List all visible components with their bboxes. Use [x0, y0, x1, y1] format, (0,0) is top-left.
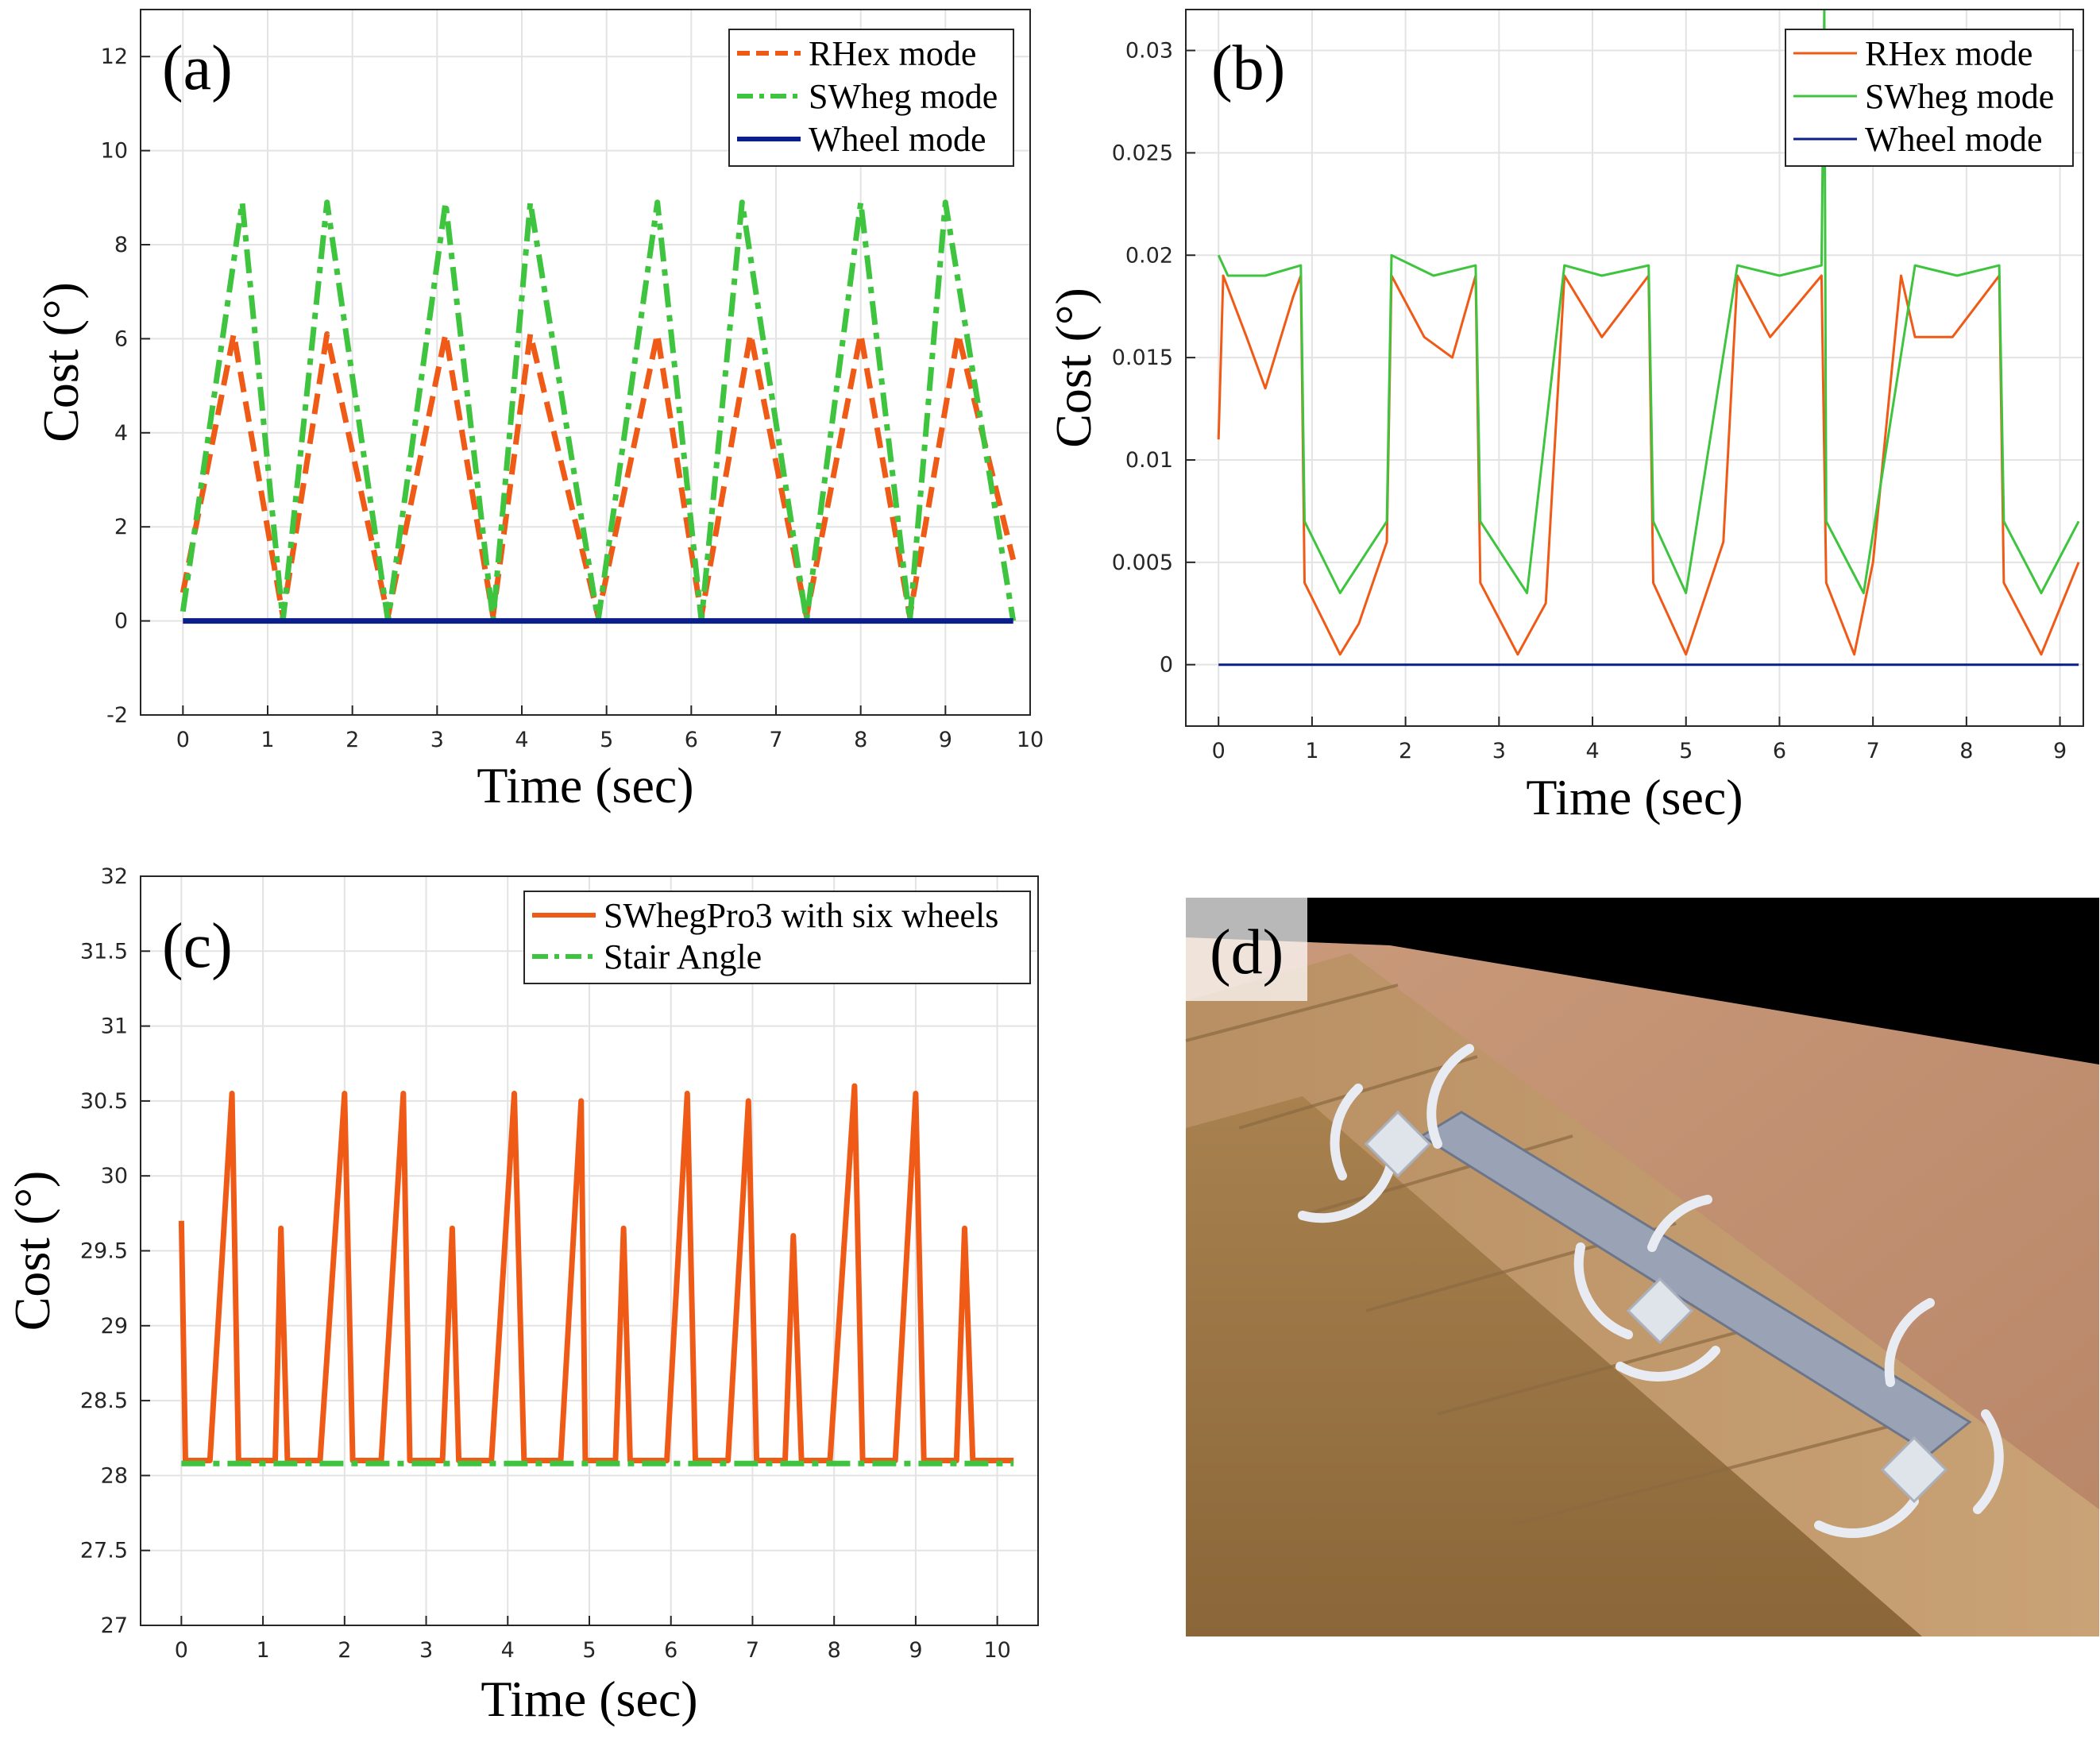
x-tick-label: 8	[828, 1638, 841, 1663]
x-tick-label: 5	[600, 728, 613, 752]
y-tick-label: 27	[101, 1613, 128, 1638]
simulation-image: (d)	[1186, 898, 2099, 1636]
x-tick-label: 5	[582, 1638, 596, 1663]
x-tick-label: 7	[1866, 739, 1880, 763]
x-tick-label: 0	[176, 728, 190, 752]
y-tick-label: 30	[101, 1164, 128, 1188]
y-tick-label: 28.5	[80, 1389, 128, 1413]
y-axis-label: Cost (°)	[1045, 288, 1102, 448]
y-tick-label: 27.5	[80, 1539, 128, 1563]
legend-label: SWheg mode	[1865, 77, 2054, 116]
x-tick-label: 4	[1585, 739, 1599, 763]
x-tick-label: 2	[1399, 739, 1412, 763]
y-tick-label: 29	[101, 1314, 128, 1339]
y-tick-label: 31	[101, 1014, 128, 1039]
panel-label: (a)	[162, 33, 233, 103]
panel-label-d: (d)	[1210, 918, 1284, 987]
x-tick-label: 3	[419, 1638, 433, 1663]
x-tick-label: 7	[746, 1638, 759, 1663]
x-axis-label: Time (sec)	[1526, 769, 1743, 825]
panel-label: (c)	[162, 911, 233, 981]
x-tick-label: 4	[515, 728, 528, 752]
x-tick-label: 0	[1212, 739, 1226, 763]
y-tick-label: 6	[114, 327, 128, 351]
x-tick-label: 10	[983, 1638, 1010, 1663]
x-tick-label: 9	[909, 1638, 922, 1663]
x-tick-label: 8	[854, 728, 867, 752]
x-tick-label: 9	[939, 728, 952, 752]
x-tick-label: 9	[2053, 739, 2067, 763]
x-tick-label: 0	[175, 1638, 188, 1663]
y-tick-label: 0.03	[1125, 39, 1173, 64]
x-axis-label: Time (sec)	[481, 1671, 697, 1727]
y-tick-label: 4	[114, 421, 128, 446]
x-tick-label: 4	[501, 1638, 515, 1663]
y-tick-label: 29.5	[80, 1239, 128, 1264]
y-tick-label: 0.025	[1112, 141, 1173, 165]
y-tick-label: 30.5	[80, 1089, 128, 1114]
x-tick-label: 3	[1492, 739, 1506, 763]
y-tick-label: 2	[114, 515, 128, 539]
x-tick-label: 8	[1959, 739, 1973, 763]
chart-b: 0 1 2 3 4 5 6 7 8 9 0 0.005 0.01 0.015 0.02 0.025 0.03 Ti…	[1045, 10, 2083, 825]
x-tick-label: 7	[769, 728, 782, 752]
x-tick-label: 1	[1305, 739, 1318, 763]
y-tick-label: 31.5	[80, 939, 128, 964]
y-axis-label: Cost (°)	[33, 282, 89, 442]
y-tick-label: 0.02	[1125, 243, 1173, 268]
x-tick-label: 6	[664, 1638, 677, 1663]
x-tick-label: 2	[345, 728, 359, 752]
legend-label: Stair Angle	[604, 937, 762, 976]
x-tick-label: 3	[430, 728, 444, 752]
x-axis-label: Time (sec)	[477, 757, 693, 813]
y-axis-label: Cost (°)	[4, 1171, 60, 1331]
x-tick-label: 2	[338, 1638, 351, 1663]
legend-label: Wheel mode	[1865, 120, 2043, 159]
x-tick-label: 6	[685, 728, 698, 752]
y-tick-label: 0.015	[1112, 346, 1173, 370]
panel-label: (b)	[1211, 33, 1285, 103]
y-tick-label: 8	[114, 233, 128, 257]
y-tick-label: 0.01	[1125, 448, 1173, 473]
x-tick-label: 1	[256, 1638, 269, 1663]
x-tick-label: 1	[261, 728, 274, 752]
legend-label: RHex mode	[809, 34, 976, 73]
y-tick-label: -2	[106, 703, 128, 728]
y-tick-label: 32	[101, 864, 128, 889]
legend-label: SWhegPro3 with six wheels	[604, 896, 998, 935]
y-tick-label: 0.005	[1112, 551, 1173, 575]
legend-label: Wheel mode	[809, 120, 986, 159]
y-tick-label: 10	[101, 139, 128, 164]
chart-c: 0 1 2 3 4 5 6 7 8 9 10 27 27.5 28 28.5 29 29.5 30 30.5 31 31…	[4, 864, 1038, 1727]
x-tick-label: 10	[1017, 728, 1044, 752]
legend-label: SWheg mode	[809, 77, 998, 116]
y-tick-label: 12	[101, 44, 128, 69]
x-tick-label: 5	[1679, 739, 1693, 763]
x-tick-label: 6	[1773, 739, 1786, 763]
y-tick-label: 28	[101, 1463, 128, 1488]
y-tick-label: 0	[114, 609, 128, 634]
y-tick-label: 0	[1160, 653, 1173, 678]
legend-label: RHex mode	[1865, 34, 2032, 73]
